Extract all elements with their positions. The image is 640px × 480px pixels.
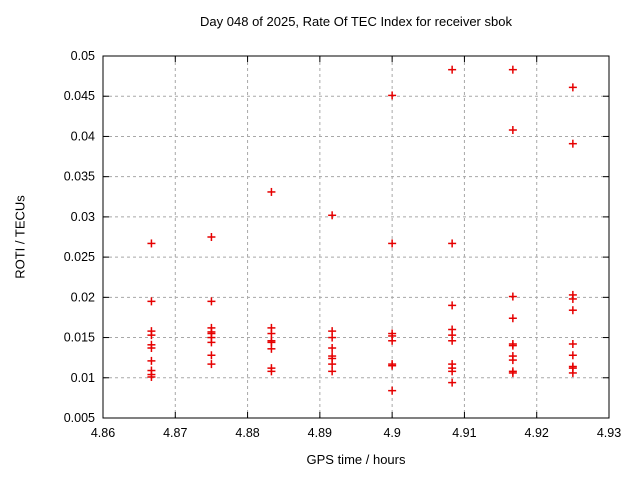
x-tick-label: 4.9 bbox=[383, 426, 400, 440]
x-tick-label: 4.89 bbox=[308, 426, 332, 440]
chart-title: Day 048 of 2025, Rate Of TEC Index for r… bbox=[200, 14, 512, 29]
plot-border bbox=[102, 55, 610, 419]
x-axis-title: GPS time / hours bbox=[306, 452, 406, 467]
y-tick-label: 0.035 bbox=[64, 170, 95, 184]
y-tick-label: 0.02 bbox=[71, 290, 95, 304]
x-tick-label: 4.92 bbox=[525, 426, 549, 440]
y-tick-label: 0.01 bbox=[71, 371, 95, 385]
y-tick-label: 0.005 bbox=[64, 411, 95, 425]
x-tick-label: 4.93 bbox=[597, 426, 621, 440]
x-tick-label: 4.87 bbox=[163, 426, 187, 440]
y-tick-label: 0.05 bbox=[71, 49, 95, 63]
y-tick-label: 0.045 bbox=[64, 89, 95, 103]
y-tick-label: 0.03 bbox=[71, 210, 95, 224]
y-axis-title: ROTI / TECUs bbox=[12, 195, 28, 279]
x-tick-label: 4.91 bbox=[452, 426, 476, 440]
x-tick-label: 4.86 bbox=[91, 426, 115, 440]
x-tick-label: 4.88 bbox=[235, 426, 259, 440]
y-tick-label: 0.015 bbox=[64, 331, 95, 345]
y-tick-label: 0.04 bbox=[71, 129, 95, 143]
y-tick-label: 0.025 bbox=[64, 250, 95, 264]
